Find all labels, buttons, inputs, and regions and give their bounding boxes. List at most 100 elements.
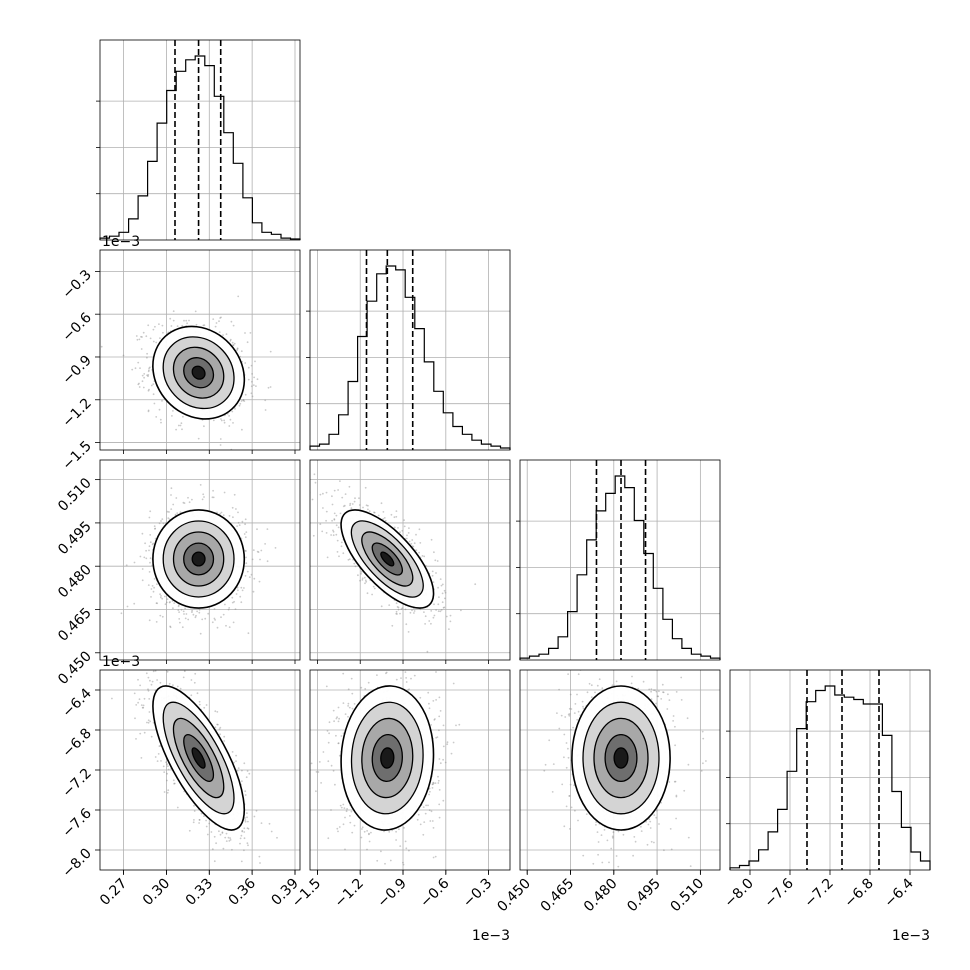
scatter-point: [243, 400, 246, 402]
axes-frame: [99, 459, 301, 661]
scatter-point: [223, 421, 226, 424]
scatter-point: [243, 587, 245, 589]
scatter-point: [224, 603, 226, 606]
scatter-point: [443, 589, 446, 592]
scatter-point: [236, 349, 238, 351]
scatter-point: [241, 780, 243, 782]
scatter-point: [403, 519, 405, 521]
scatter-point: [256, 378, 259, 381]
scatter-point: [167, 789, 170, 792]
contour-level: [380, 551, 395, 567]
scatter-point: [233, 493, 236, 496]
scatter-point: [192, 613, 195, 616]
scatter-point: [143, 697, 146, 700]
scatter-point: [161, 597, 164, 600]
scatter-point: [243, 827, 246, 830]
scatter-point: [384, 862, 386, 865]
scatter-point: [361, 579, 364, 581]
scatter-point: [248, 576, 251, 578]
scatter-point: [182, 676, 185, 679]
scatter-point: [411, 668, 413, 670]
scatter-point: [251, 380, 253, 383]
scatter-point: [430, 724, 432, 726]
scatter-point: [232, 344, 235, 347]
scatter-point: [154, 653, 156, 655]
scatter-point: [407, 532, 410, 534]
scatter-point: [172, 607, 174, 610]
scatter-point: [213, 860, 216, 863]
scatter-point: [139, 732, 142, 735]
scatter-point: [160, 760, 162, 762]
scatter-point: [194, 672, 197, 675]
scatter-point: [219, 438, 222, 440]
scatter-point: [190, 694, 193, 697]
scatter-point: [186, 322, 189, 325]
scatter-point: [147, 721, 150, 724]
scatter-point: [184, 617, 187, 620]
scatter-point: [151, 543, 154, 546]
scatter-point: [325, 532, 328, 534]
scatter-point: [233, 342, 236, 345]
scatter-point: [441, 601, 444, 604]
scatter-point: [409, 611, 412, 614]
scatter-point: [337, 526, 340, 529]
scatter-point: [202, 493, 205, 496]
scatter-point: [411, 609, 413, 612]
scatter-point: [185, 613, 188, 615]
scatter-point: [266, 560, 269, 563]
scatter-point: [432, 782, 435, 784]
scatter-point: [202, 324, 205, 327]
scatter-point: [150, 596, 152, 598]
scatter-point: [360, 686, 363, 689]
scatter-point: [339, 512, 342, 515]
scatter-point: [151, 585, 154, 587]
scatter-point: [246, 827, 249, 829]
scatter-point: [153, 586, 156, 589]
scatter-point: [180, 608, 183, 611]
scatter-point: [425, 804, 427, 807]
scatter-point: [241, 520, 244, 523]
scatter-point: [327, 837, 330, 840]
scatter-point: [223, 735, 226, 738]
scatter-point: [111, 697, 113, 700]
scatter-point: [149, 720, 152, 723]
scatter-point: [140, 704, 143, 706]
scatter-point: [211, 496, 214, 499]
scatter-point: [135, 704, 138, 706]
scatter-point: [337, 489, 339, 491]
scatter-point: [193, 819, 195, 821]
scatter-point: [146, 374, 149, 377]
scatter-point: [269, 386, 272, 388]
scatter-point: [333, 489, 336, 492]
scatter-point: [438, 596, 440, 598]
scatter-point: [260, 883, 262, 885]
scatter-point: [325, 491, 328, 494]
scatter-point: [246, 341, 249, 344]
scatter-point: [193, 681, 196, 684]
scatter-point: [246, 842, 249, 845]
scatter-point: [228, 840, 231, 842]
scatter-point: [319, 523, 322, 525]
scatter-point: [440, 584, 443, 587]
scatter-point: [149, 337, 152, 340]
scatter-point: [135, 738, 137, 740]
scatter-point: [402, 861, 404, 864]
scatter-point: [251, 395, 254, 398]
scatter-point: [234, 608, 237, 610]
scatter-point: [169, 317, 172, 320]
scatter-point: [337, 742, 340, 745]
scatter-point: [148, 516, 151, 519]
scatter-point: [235, 508, 237, 510]
scatter-point: [222, 613, 225, 616]
scatter-point: [153, 402, 156, 405]
scatter-point: [166, 772, 169, 775]
scatter-point: [366, 848, 368, 851]
scatter-point: [244, 549, 247, 552]
scatter-point: [427, 804, 429, 807]
scatter-point: [364, 579, 367, 582]
scatter-point: [255, 385, 257, 387]
scatter-point: [143, 373, 146, 375]
scatter-point: [166, 510, 169, 513]
scatter-point: [368, 840, 371, 843]
scatter-point: [225, 832, 228, 835]
